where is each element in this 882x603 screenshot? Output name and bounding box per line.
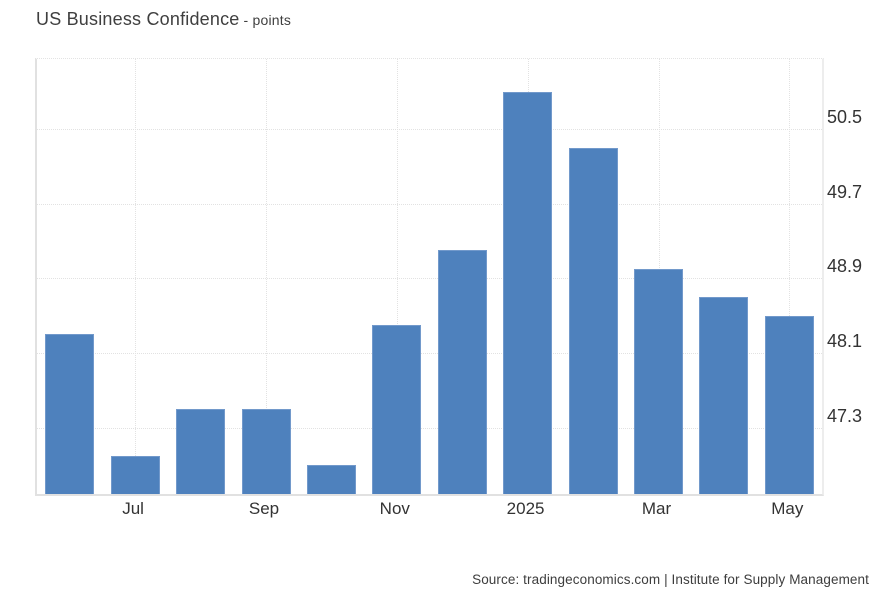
bar-mar-2025 (634, 269, 683, 494)
y-tick-label: 50.5 (827, 107, 863, 127)
y-gridline (37, 427, 822, 429)
y-tick-label: 48.9 (827, 256, 863, 277)
x-gridline (266, 59, 267, 494)
bar-oct-2024 (306, 465, 356, 494)
y-gridline (37, 129, 822, 130)
bar-feb-2025 (568, 147, 618, 494)
y-tick-label: 48.1 (827, 331, 863, 351)
y-gridline (37, 353, 822, 354)
x-tick-label: May (771, 499, 804, 518)
bar-nov-2024 (372, 325, 422, 494)
x-gridline (135, 59, 137, 494)
bar-apr-2025 (699, 297, 749, 494)
y-gridline (37, 278, 822, 280)
bar-jun-2024 (45, 334, 95, 494)
bar-may-2025 (764, 315, 814, 494)
x-tick-label: Sep (248, 499, 280, 518)
bar-jul-2024 (110, 455, 160, 494)
chart-title-text: US Business Confidence (36, 9, 240, 29)
y-tick-label: 47.3 (827, 405, 863, 426)
chart-title: US Business Confidence - points (36, 9, 291, 30)
chart-title-unit: - points (243, 12, 292, 28)
x-gridline (396, 59, 398, 494)
bar-aug-2024 (176, 409, 225, 494)
x-gridline (789, 59, 791, 494)
bar-sep-2024 (241, 409, 291, 494)
y-gridline (37, 203, 822, 205)
y-tick-label: 49.7 (827, 181, 863, 202)
x-tick-label: Jul (122, 499, 144, 518)
bar-jan-2025 (503, 91, 553, 494)
bar-dec-2024 (437, 250, 487, 494)
plot-area (35, 58, 824, 496)
x-tick-label: 2025 (506, 499, 545, 518)
x-tick-label: Mar (641, 499, 672, 518)
x-tick-label: Nov (379, 499, 410, 518)
source-attribution: Source: tradingeconomics.com | Institute… (472, 572, 869, 587)
